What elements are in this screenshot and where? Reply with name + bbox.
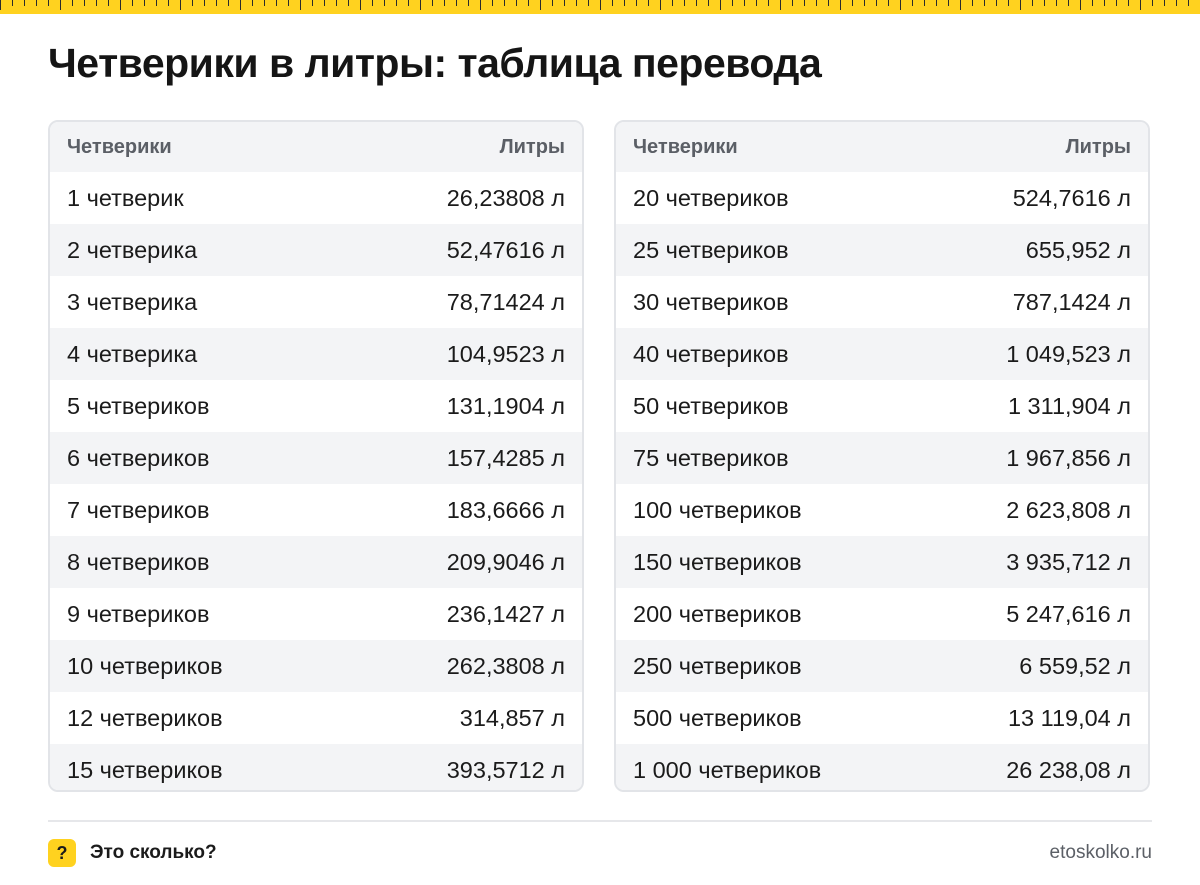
cell-chetveriki: 10 четвериков <box>67 652 223 679</box>
cell-litry: 26,23808 л <box>446 184 565 211</box>
cell-chetveriki: 15 четвериков <box>67 756 223 783</box>
table-row: 150 четвериков 3 935,712 л <box>616 536 1148 588</box>
site-url: etoskolko.ru <box>1049 842 1152 863</box>
cell-chetveriki: 5 четвериков <box>67 392 210 419</box>
table-row: 75 четвериков 1 967,856 л <box>616 432 1148 484</box>
cell-litry: 262,3808 л <box>446 652 565 679</box>
conversion-table-left: Четверики Литры 1 четверик 26,23808 л 2 че… <box>48 120 584 792</box>
cell-litry: 26 238,08 л <box>1006 756 1131 783</box>
table-row: 30 четвериков 787,1424 л <box>616 276 1148 328</box>
cell-chetveriki: 50 четвериков <box>633 392 789 419</box>
cell-chetveriki: 75 четвериков <box>633 444 789 471</box>
ruler-ticks <box>0 0 1200 10</box>
cell-chetveriki: 9 четвериков <box>67 600 210 627</box>
column-header-litry: Литры <box>499 135 565 158</box>
cell-litry: 2 623,808 л <box>1006 496 1131 523</box>
table-row: 10 четвериков 262,3808 л <box>50 640 582 692</box>
table-row: 5 четвериков 131,1904 л <box>50 380 582 432</box>
table-row: 1 000 четвериков 26 238,08 л <box>616 744 1148 790</box>
cell-litry: 157,4285 л <box>446 444 565 471</box>
table-row: 7 четвериков 183,6666 л <box>50 484 582 536</box>
cell-chetveriki: 3 четверика <box>67 288 198 315</box>
cell-chetveriki: 6 четвериков <box>67 444 210 471</box>
cell-litry: 3 935,712 л <box>1006 548 1131 575</box>
table-row: 1 четверик 26,23808 л <box>50 172 582 224</box>
table-header: Четверики Литры <box>616 122 1148 172</box>
cell-chetveriki: 200 четвериков <box>633 600 802 627</box>
column-header-chetveriki: Четверики <box>67 135 172 158</box>
table-row: 2 четверика 52,47616 л <box>50 224 582 276</box>
table-row: 500 четвериков 13 119,04 л <box>616 692 1148 744</box>
cell-chetveriki: 250 четвериков <box>633 652 802 679</box>
cell-chetveriki: 150 четвериков <box>633 548 802 575</box>
table-row: 50 четвериков 1 311,904 л <box>616 380 1148 432</box>
cell-chetveriki: 500 четвериков <box>633 704 802 731</box>
footer-divider <box>48 820 1152 822</box>
cell-chetveriki: 100 четвериков <box>633 496 802 523</box>
cell-chetveriki: 30 четвериков <box>633 288 789 315</box>
cell-litry: 6 559,52 л <box>1019 652 1131 679</box>
cell-litry: 787,1424 л <box>1012 288 1131 315</box>
cell-chetveriki: 12 четвериков <box>67 704 223 731</box>
brand: ? Это сколько? <box>48 839 217 867</box>
cell-litry: 131,1904 л <box>446 392 565 419</box>
table-row: 20 четвериков 524,7616 л <box>616 172 1148 224</box>
table-body: 20 четвериков 524,7616 л 25 четвериков 655,… <box>616 172 1148 790</box>
cell-litry: 104,9523 л <box>446 340 565 367</box>
brand-name: Это сколько? <box>90 842 217 863</box>
cell-chetveriki: 25 четвериков <box>633 236 789 263</box>
column-header-chetveriki: Четверики <box>633 135 738 158</box>
cell-litry: 236,1427 л <box>446 600 565 627</box>
cell-litry: 209,9046 л <box>446 548 565 575</box>
cell-litry: 78,71424 л <box>446 288 565 315</box>
cell-chetveriki: 40 четвериков <box>633 340 789 367</box>
table-body: 1 четверик 26,23808 л 2 четверика 52,47616 … <box>50 172 582 790</box>
table-row: 15 четвериков 393,5712 л <box>50 744 582 790</box>
cell-chetveriki: 7 четвериков <box>67 496 210 523</box>
cell-litry: 52,47616 л <box>446 236 565 263</box>
cell-litry: 1 311,904 л <box>1007 392 1131 419</box>
table-row: 100 четвериков 2 623,808 л <box>616 484 1148 536</box>
cell-litry: 1 967,856 л <box>1006 444 1131 471</box>
table-row: 6 четвериков 157,4285 л <box>50 432 582 484</box>
cell-chetveriki: 8 четвериков <box>67 548 210 575</box>
table-row: 4 четверика 104,9523 л <box>50 328 582 380</box>
table-row: 250 четвериков 6 559,52 л <box>616 640 1148 692</box>
cell-litry: 655,952 л <box>1025 236 1131 263</box>
cell-litry: 524,7616 л <box>1012 184 1131 211</box>
table-row: 200 четвериков 5 247,616 л <box>616 588 1148 640</box>
cell-litry: 183,6666 л <box>446 496 565 523</box>
table-row: 3 четверика 78,71424 л <box>50 276 582 328</box>
table-row: 40 четвериков 1 049,523 л <box>616 328 1148 380</box>
cell-litry: 393,5712 л <box>446 756 565 783</box>
table-row: 12 четвериков 314,857 л <box>50 692 582 744</box>
cell-chetveriki: 1 четверик <box>67 184 184 211</box>
cell-chetveriki: 1 000 четвериков <box>633 756 822 783</box>
cell-litry: 314,857 л <box>459 704 565 731</box>
cell-chetveriki: 20 четвериков <box>633 184 789 211</box>
cell-litry: 13 119,04 л <box>1007 704 1131 731</box>
table-row: 25 четвериков 655,952 л <box>616 224 1148 276</box>
table-row: 8 четвериков 209,9046 л <box>50 536 582 588</box>
page-title: Четверики в литры: таблица перевода <box>48 40 822 86</box>
column-header-litry: Литры <box>1065 135 1131 158</box>
cell-chetveriki: 4 четверика <box>67 340 198 367</box>
question-mark-icon: ? <box>48 839 76 867</box>
cell-litry: 5 247,616 л <box>1006 600 1131 627</box>
cell-litry: 1 049,523 л <box>1006 340 1131 367</box>
table-row: 9 четвериков 236,1427 л <box>50 588 582 640</box>
table-header: Четверики Литры <box>50 122 582 172</box>
cell-chetveriki: 2 четверика <box>67 236 198 263</box>
